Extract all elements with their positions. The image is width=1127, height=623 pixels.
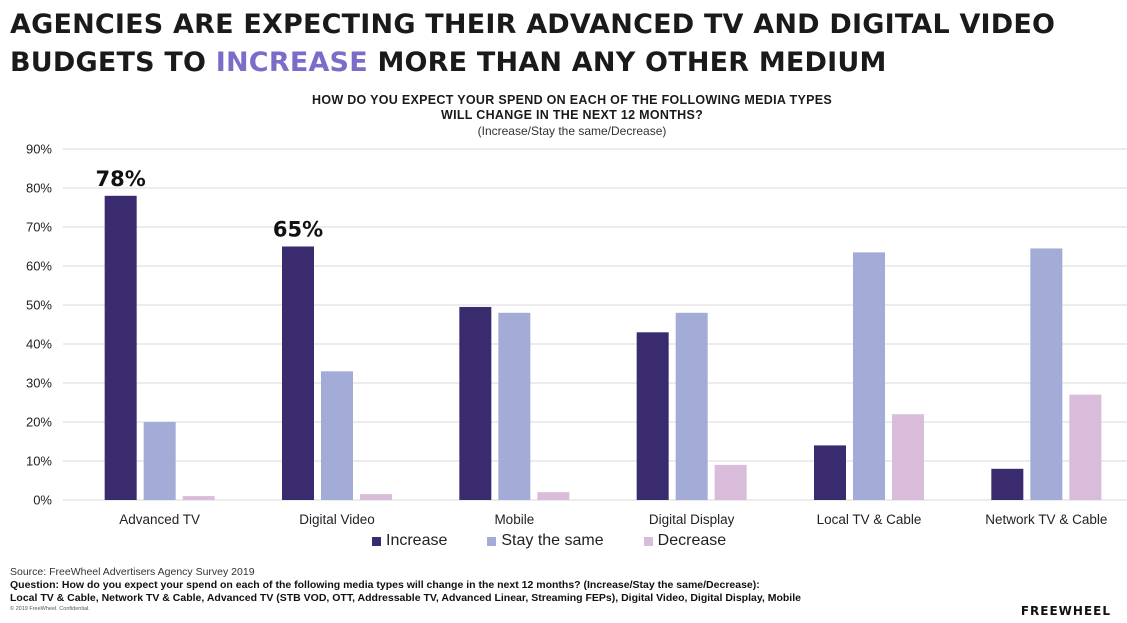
legend-item-stay: Stay the same bbox=[487, 532, 604, 550]
x-category-label: Network TV & Cable bbox=[985, 512, 1107, 527]
bar-increase-digital-display bbox=[636, 332, 669, 500]
legend-swatch-stay bbox=[487, 536, 497, 546]
question-title-line1: HOW DO YOU EXPECT YOUR SPEND ON EACH OF … bbox=[312, 93, 832, 107]
footer-media: Local TV & Cable, Network TV & Cable, Ad… bbox=[10, 592, 801, 604]
x-category-label: Digital Video bbox=[299, 512, 375, 527]
x-category-label: Digital Display bbox=[649, 512, 735, 527]
y-tick-label: 60% bbox=[26, 259, 52, 274]
legend-swatch-decrease bbox=[643, 536, 653, 546]
y-tick-label: 90% bbox=[26, 142, 52, 157]
bar-decrease-network-tv-cable bbox=[1069, 394, 1102, 500]
callout-label: 78% bbox=[96, 167, 146, 191]
bar-increase-network-tv-cable bbox=[991, 468, 1024, 500]
y-tick-label: 80% bbox=[26, 181, 52, 196]
bar-chart: 0% 10% 20% 30% 40% 50% 60% 70% 80% 90% Advanced TV… bbox=[26, 142, 1127, 527]
bar-decrease-local-tv-cable bbox=[892, 414, 924, 500]
y-tick-label: 0% bbox=[33, 493, 52, 508]
bar-stay-the-same-network-tv-cable bbox=[1030, 248, 1063, 500]
bar-increase-advanced-tv bbox=[104, 195, 137, 501]
bar-increase-local-tv-cable bbox=[814, 445, 846, 500]
headline-accent: INCREASE bbox=[215, 47, 368, 78]
bar-stay-the-same-mobile bbox=[498, 312, 531, 500]
x-category-label: Mobile bbox=[494, 512, 534, 527]
y-tick-label: 40% bbox=[26, 337, 52, 352]
headline-part2: MORE THAN ANY OTHER MEDIUM bbox=[367, 47, 887, 78]
question-title: HOW DO YOU EXPECT YOUR SPEND ON EACH OF … bbox=[0, 93, 1127, 123]
footer-source: Source: FreeWheel Advertisers Agency Sur… bbox=[10, 566, 255, 578]
legend-item-decrease: Decrease bbox=[643, 532, 727, 550]
y-tick-label: 30% bbox=[26, 376, 52, 391]
question-subtitle: (Increase/Stay the same/Decrease) bbox=[477, 124, 667, 138]
y-tick-label: 50% bbox=[26, 298, 52, 313]
bar-decrease-digital-video bbox=[360, 494, 392, 500]
legend-label-increase: Increase bbox=[386, 532, 448, 549]
footer-question: Question: How do you expect your spend o… bbox=[10, 579, 760, 591]
legend-label-decrease: Decrease bbox=[657, 532, 727, 549]
y-tick-label: 20% bbox=[26, 415, 52, 430]
legend: Increase Stay the same Decrease bbox=[372, 532, 726, 550]
headline-part1: AGENCIES ARE EXPECTING THEIR ADVANCED TV… bbox=[10, 9, 1056, 78]
bar-stay-the-same-advanced-tv bbox=[143, 422, 176, 500]
bar-decrease-mobile bbox=[537, 492, 570, 500]
footer-confidential: © 2019 FreeWheel. Confidential. bbox=[10, 606, 90, 612]
bar-decrease-digital-display bbox=[714, 464, 747, 500]
freewheel-logo: FREEWHEEL bbox=[1020, 604, 1111, 618]
callout-label: 65% bbox=[273, 218, 323, 242]
y-tick-label: 70% bbox=[26, 220, 52, 235]
y-tick-label: 10% bbox=[26, 454, 52, 469]
bar-increase-digital-video bbox=[282, 246, 314, 500]
bar-stay-the-same-local-tv-cable bbox=[853, 252, 885, 500]
x-category-label: Local TV & Cable bbox=[817, 512, 922, 527]
x-category-label: Advanced TV bbox=[119, 512, 200, 527]
bar-stay-the-same-digital-video bbox=[321, 371, 353, 500]
bar-decrease-advanced-tv bbox=[182, 496, 215, 500]
legend-swatch-increase bbox=[372, 536, 381, 546]
question-title-line2: WILL CHANGE IN THE NEXT 12 MONTHS? bbox=[440, 108, 704, 122]
footer: Source: FreeWheel Advertisers Agency Sur… bbox=[10, 566, 1010, 614]
legend-item-increase: Increase bbox=[372, 532, 447, 550]
bar-increase-mobile bbox=[459, 306, 492, 500]
headline: AGENCIES ARE EXPECTING THEIR ADVANCED TV… bbox=[10, 6, 1110, 82]
legend-label-stay: Stay the same bbox=[501, 532, 604, 549]
bar-stay-the-same-digital-display bbox=[675, 312, 708, 500]
